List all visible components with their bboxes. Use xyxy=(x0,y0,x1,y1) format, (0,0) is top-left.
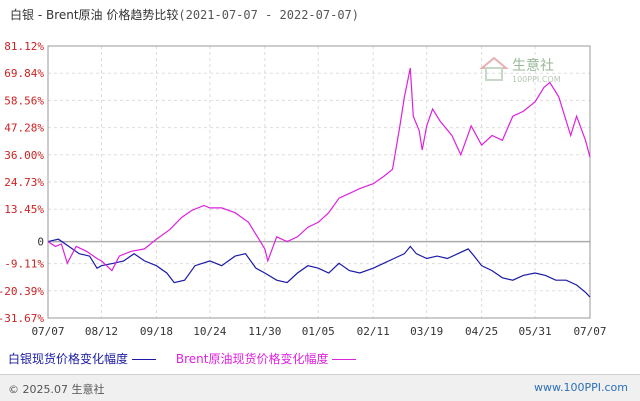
y-tick-label: 13.45% xyxy=(4,203,44,216)
y-tick-label: 36.00% xyxy=(4,149,44,162)
logo-house-icon: 生意社 100PPI.COM xyxy=(479,56,561,84)
x-tick-label: 10/24 xyxy=(193,325,226,338)
y-tick-label: 81.12% xyxy=(4,40,44,53)
watermark: 生意社 100PPI.COM xyxy=(478,52,578,92)
legend-swatch-silver xyxy=(132,359,157,360)
x-tick-label: 05/31 xyxy=(518,325,551,338)
x-tick-label: 09/18 xyxy=(140,325,173,338)
chart-title: 白银 - Brent原油 价格趋势比较(2021-07-07 - 2022-07… xyxy=(10,6,359,23)
y-tick-label: 24.73% xyxy=(4,176,44,189)
x-tick-label: 01/05 xyxy=(302,325,335,338)
y-tick-label: 47.28% xyxy=(4,122,44,135)
series-line-brent xyxy=(47,67,591,272)
y-tick-label: -9.11% xyxy=(4,258,44,271)
y-tick-label: 69.84% xyxy=(4,67,44,80)
watermark-url: 100PPI.COM xyxy=(512,75,561,84)
series-layer xyxy=(47,67,591,298)
y-tick-label: 58.56% xyxy=(4,94,44,107)
chart-title-text: 白银 - Brent原油 价格趋势比较 xyxy=(10,8,179,22)
axes: 81.12% 69.84% 58.56% 47.28% 36.00% 24.73% 13.4… xyxy=(0,40,607,338)
y-tick-label: 0 xyxy=(37,236,44,249)
x-tick-label: 04/25 xyxy=(465,325,498,338)
x-tick-label: 07/07 xyxy=(573,325,606,338)
legend-label-silver: 白银现货价格变化幅度 xyxy=(8,352,129,366)
legend-item-silver: 白银现货价格变化幅度 xyxy=(8,350,157,367)
watermark-name: 生意社 xyxy=(512,57,554,74)
footer: © 2025.07 生意社 www.100PPI.com xyxy=(0,374,640,401)
y-tick-label: -20.39% xyxy=(0,285,44,298)
x-tick-label: 03/19 xyxy=(410,325,443,338)
legend-label-brent: Brent原油现货价格变化幅度 xyxy=(175,352,329,366)
x-tick-label: 08/12 xyxy=(85,325,118,338)
legend-swatch-brent xyxy=(332,359,357,360)
chart-date-range: (2021-07-07 - 2022-07-07) xyxy=(178,8,359,22)
x-tick-label: 11/30 xyxy=(248,325,281,338)
x-tick-label: 02/11 xyxy=(357,325,390,338)
series-line-silver xyxy=(47,238,591,298)
x-tick-label: 07/07 xyxy=(31,325,64,338)
legend-item-brent: Brent原油现货价格变化幅度 xyxy=(176,350,357,367)
plot-frame xyxy=(47,45,591,319)
footer-site-link[interactable]: www.100PPI.com xyxy=(534,381,628,394)
legend: 白银现货价格变化幅度 Brent原油现货价格变化幅度 xyxy=(8,350,372,367)
footer-copyright: © 2025.07 生意社 xyxy=(8,383,105,396)
y-tick-label: -31.67% xyxy=(0,312,44,325)
